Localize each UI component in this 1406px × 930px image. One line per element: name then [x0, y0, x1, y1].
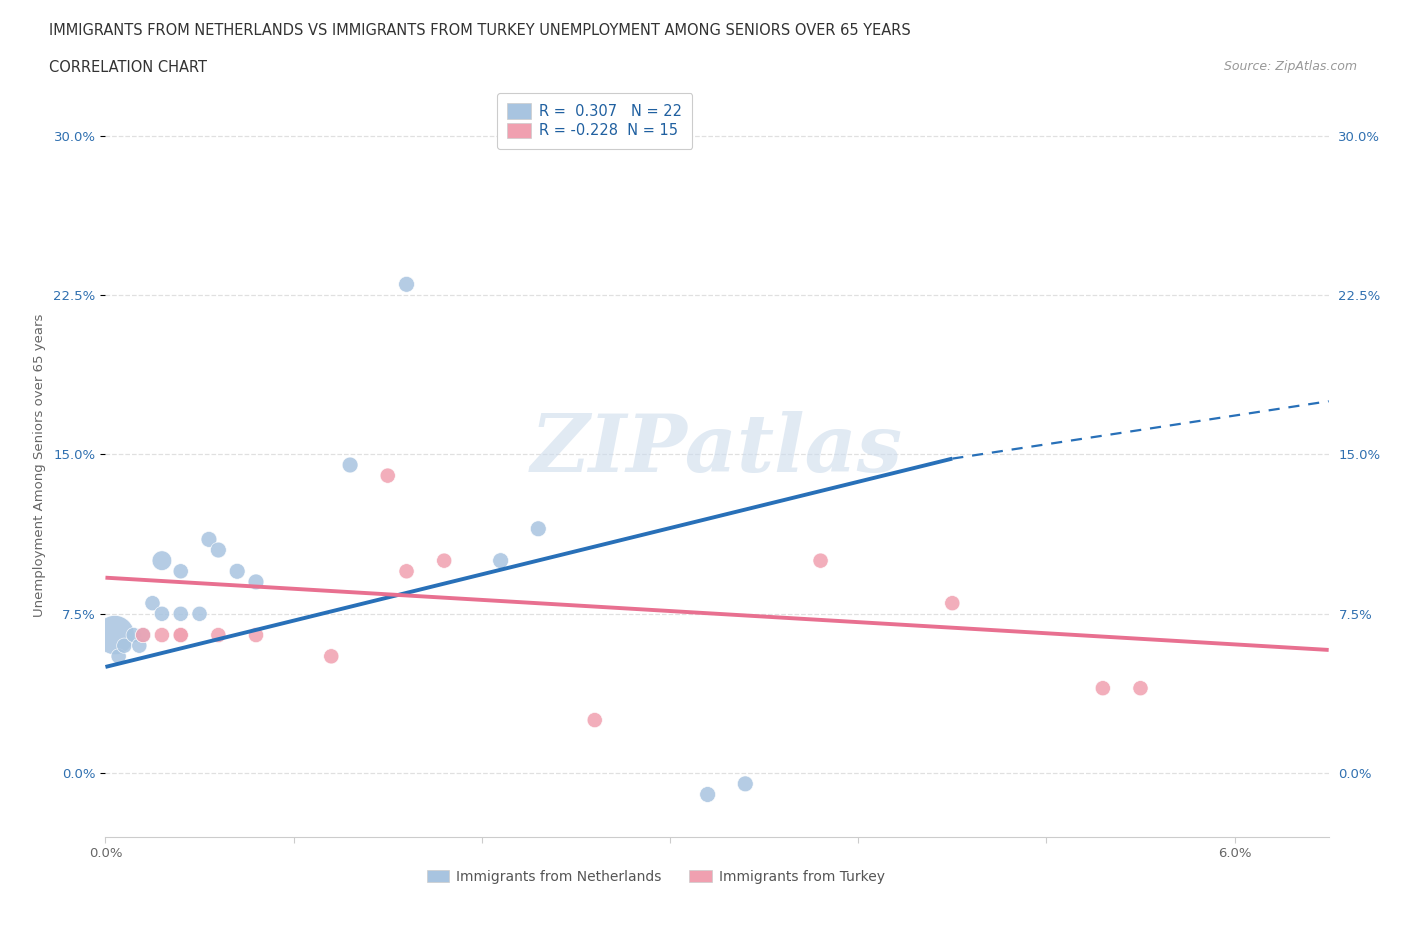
Point	[339, 458, 361, 472]
Point	[207, 628, 229, 643]
Point	[226, 564, 249, 578]
Point	[132, 628, 155, 643]
Point	[198, 532, 221, 547]
Point	[170, 628, 193, 643]
Point	[1091, 681, 1114, 696]
Point	[245, 628, 267, 643]
Text: CORRELATION CHART: CORRELATION CHART	[49, 60, 207, 75]
Point	[941, 596, 963, 611]
Point	[170, 564, 193, 578]
Point	[132, 628, 155, 643]
Point	[150, 606, 173, 621]
Text: ZIPatlas: ZIPatlas	[531, 411, 903, 489]
Point	[112, 638, 135, 653]
Point	[810, 553, 832, 568]
Point	[433, 553, 456, 568]
Point	[141, 596, 163, 611]
Point	[1129, 681, 1152, 696]
Point	[150, 553, 173, 568]
Point	[207, 542, 229, 557]
Point	[170, 628, 193, 643]
Point	[188, 606, 211, 621]
Text: Source: ZipAtlas.com: Source: ZipAtlas.com	[1223, 60, 1357, 73]
Point	[107, 649, 129, 664]
Point	[245, 575, 267, 590]
Point	[122, 628, 145, 643]
Point	[734, 777, 756, 791]
Point	[696, 787, 718, 802]
Point	[170, 606, 193, 621]
Point	[377, 468, 399, 483]
Point	[489, 553, 512, 568]
Point	[583, 712, 606, 727]
Point	[395, 277, 418, 292]
Point	[128, 638, 150, 653]
Legend: Immigrants from Netherlands, Immigrants from Turkey: Immigrants from Netherlands, Immigrants …	[422, 865, 890, 890]
Point	[321, 649, 343, 664]
Y-axis label: Unemployment Among Seniors over 65 years: Unemployment Among Seniors over 65 years	[34, 313, 46, 617]
Point	[150, 628, 173, 643]
Point	[104, 628, 127, 643]
Point	[527, 522, 550, 537]
Text: IMMIGRANTS FROM NETHERLANDS VS IMMIGRANTS FROM TURKEY UNEMPLOYMENT AMONG SENIORS: IMMIGRANTS FROM NETHERLANDS VS IMMIGRANT…	[49, 23, 911, 38]
Point	[395, 564, 418, 578]
